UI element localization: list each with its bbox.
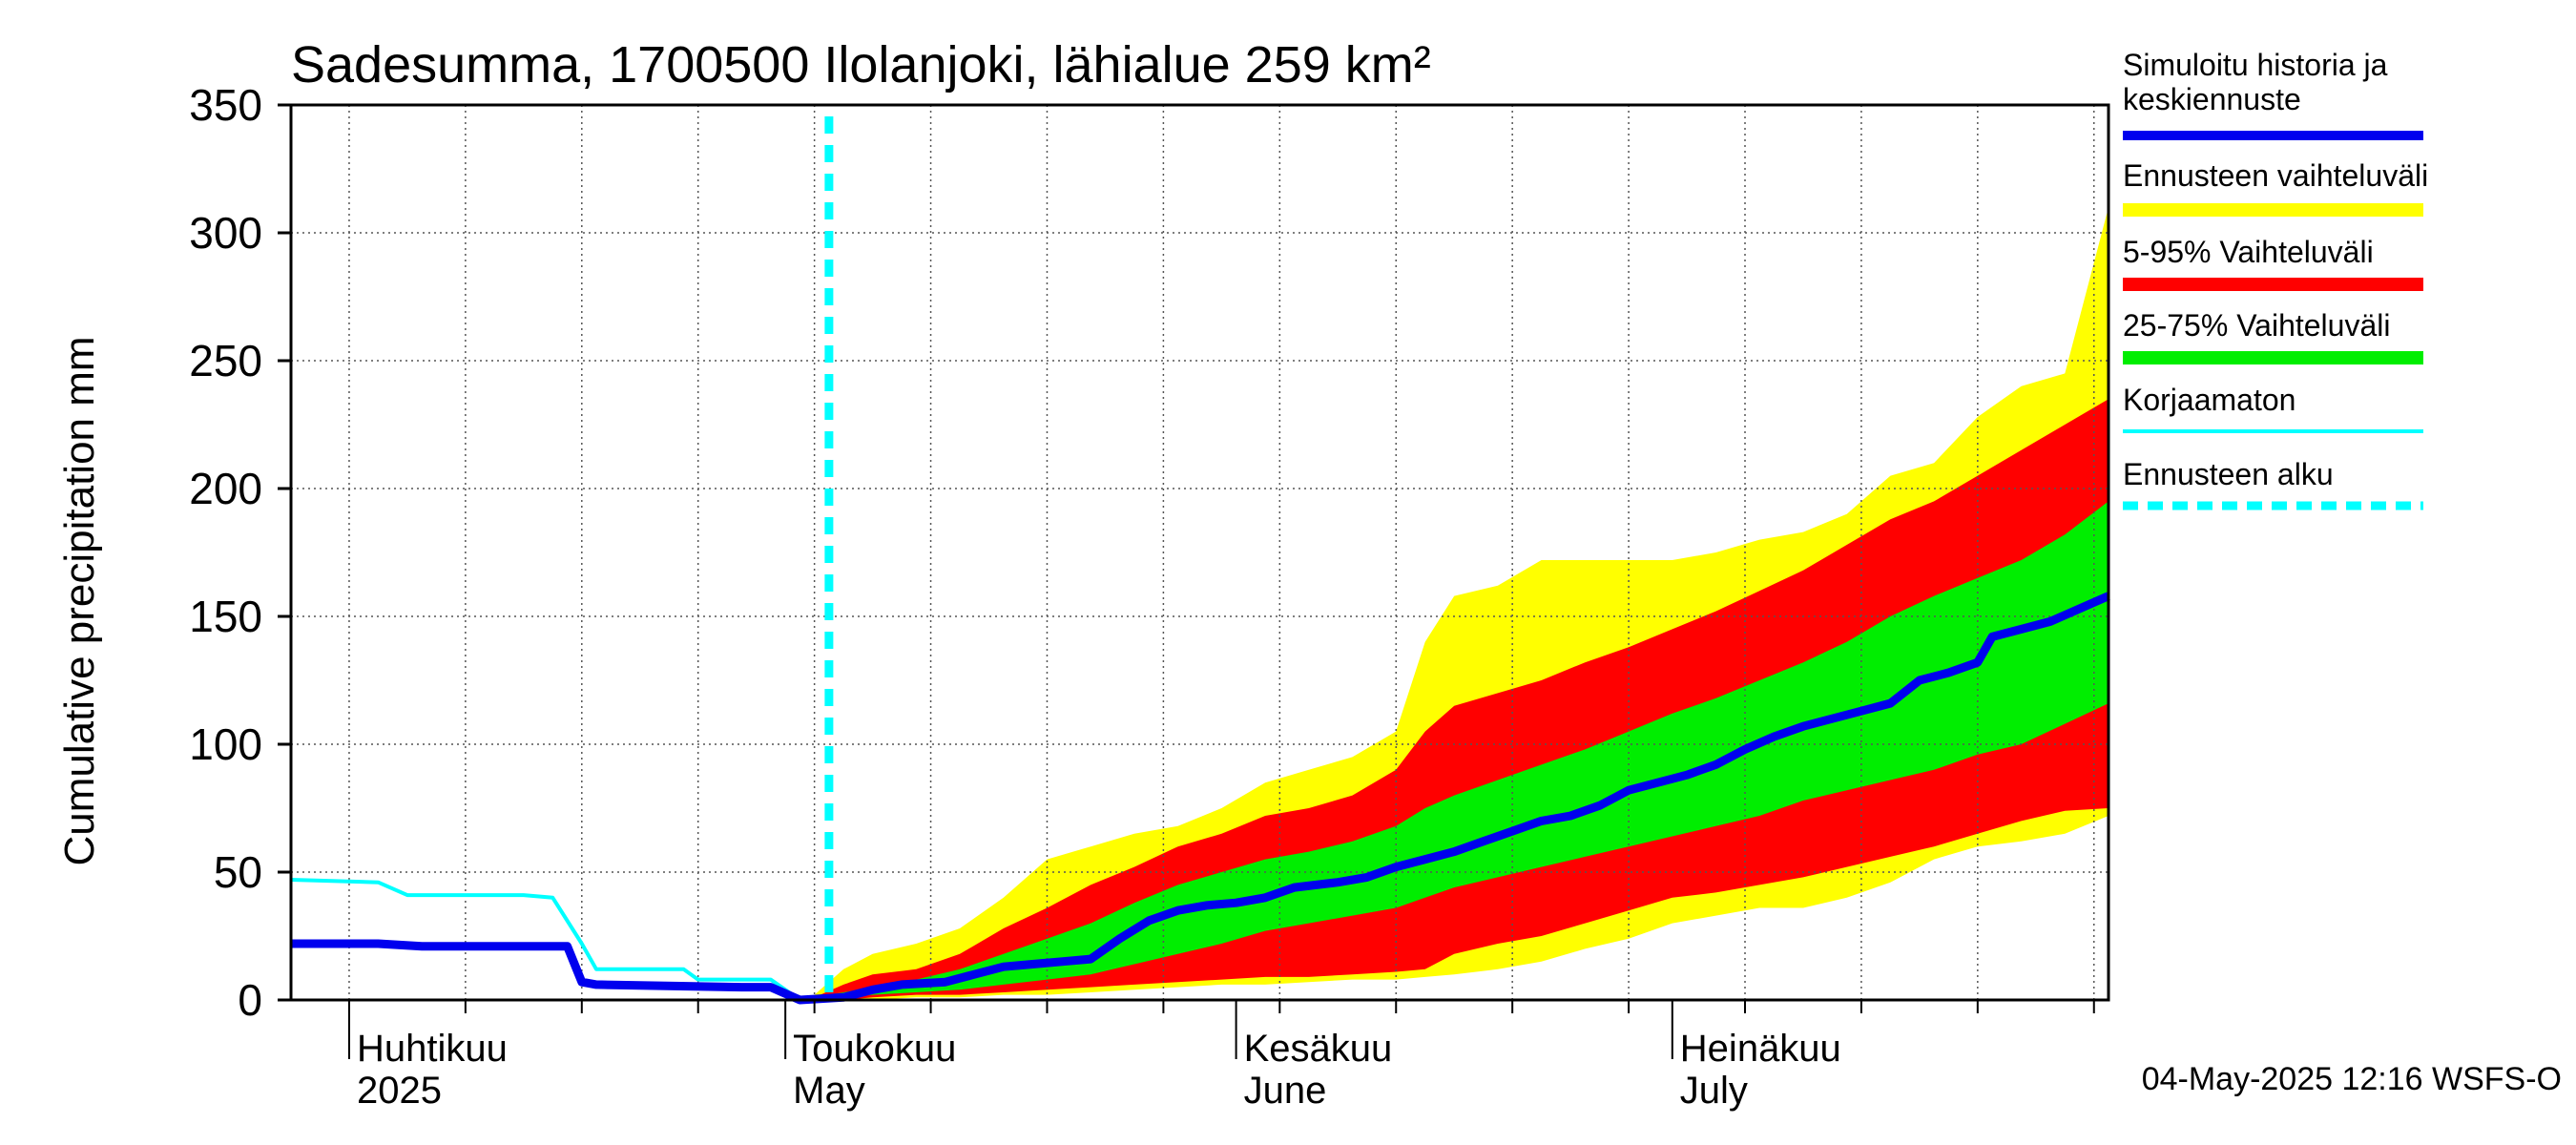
legend-label: keskiennuste	[2123, 82, 2301, 116]
y-tick-label: 100	[189, 719, 262, 769]
chart-title: Sadesumma, 1700500 Ilolanjoki, lähialue …	[291, 36, 1431, 94]
band-3	[814, 501, 2109, 1000]
legend-label: Simuloitu historia ja	[2123, 48, 2388, 82]
y-tick-label: 250	[189, 336, 262, 385]
x-month-label-en: 2025	[357, 1070, 442, 1112]
band-2	[814, 399, 2109, 1000]
legend-label: Korjaamaton	[2123, 383, 2296, 417]
y-tick-label: 50	[214, 847, 262, 897]
legend-label: Ennusteen alku	[2123, 457, 2334, 491]
series-line-1	[291, 592, 2110, 1005]
legend-label: 5-95% Vaihteluväli	[2123, 235, 2374, 269]
x-month-label-fi: Huhtikuu	[357, 1028, 508, 1070]
y-tick-label: 300	[189, 208, 262, 258]
series-lines	[290, 592, 2110, 1005]
x-month-label-fi: Heinäkuu	[1680, 1028, 1841, 1070]
footer-timestamp: 04-May-2025 12:16 WSFS-O	[2142, 1061, 2562, 1097]
legend-label: 25-75% Vaihteluväli	[2123, 308, 2390, 343]
series-line-2	[290, 878, 829, 1002]
x-month-label-en: July	[1680, 1070, 1748, 1112]
x-month-label-fi: Kesäkuu	[1244, 1028, 1393, 1070]
x-month-label-en: June	[1244, 1070, 1327, 1112]
grid-lines	[291, 104, 2109, 1000]
y-tick-label: 0	[238, 975, 262, 1025]
uncertainty-bands	[814, 207, 2109, 1000]
plot-frame	[289, 103, 2110, 1002]
y-tick-label: 150	[189, 592, 262, 641]
y-tick-label: 350	[189, 80, 262, 130]
y-tick-label: 200	[189, 464, 262, 513]
y-axis-ticks: 0 50 100 150 200 250 300 350	[189, 80, 291, 1025]
x-month-label-fi: Toukokuu	[793, 1028, 956, 1070]
x-month-label-en: May	[793, 1070, 865, 1112]
y-axis-label: Cumulative precipitation mm	[56, 336, 103, 865]
legend-label: Ennusteen vaihteluväli	[2123, 158, 2428, 193]
plot-border	[289, 103, 2110, 1002]
